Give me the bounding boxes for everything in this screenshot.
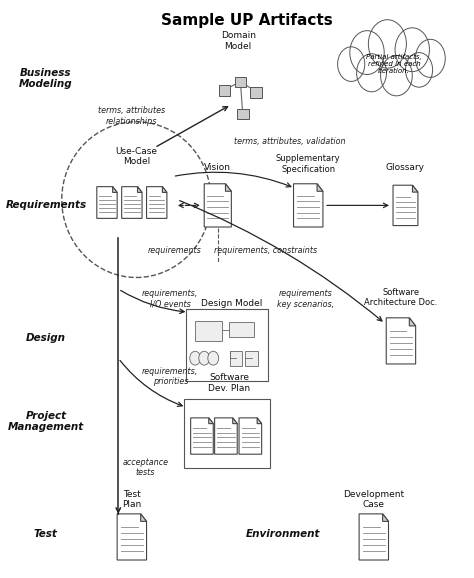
Polygon shape [113,187,117,192]
Circle shape [395,28,429,72]
Polygon shape [163,187,167,192]
FancyBboxPatch shape [184,399,270,468]
Circle shape [208,351,219,365]
Text: Partial artifacts,
refined in each
iteration.: Partial artifacts, refined in each itera… [366,54,422,74]
Text: Use-Case
Model: Use-Case Model [115,147,157,166]
Circle shape [356,54,386,92]
Polygon shape [410,318,416,326]
Polygon shape [317,184,323,191]
Text: Project
Management: Project Management [8,411,84,432]
Text: Software
Architecture Doc.: Software Architecture Doc. [364,288,438,307]
Text: Development
Case: Development Case [343,490,404,509]
Text: Vision: Vision [204,164,231,172]
Text: requirements, constraints: requirements, constraints [214,246,317,255]
Circle shape [337,47,365,81]
Polygon shape [386,318,416,364]
FancyBboxPatch shape [195,321,222,341]
Text: terms, attributes
relationships: terms, attributes relationships [98,106,165,126]
Polygon shape [146,187,167,218]
Polygon shape [393,185,418,225]
Polygon shape [215,418,237,454]
Circle shape [199,351,210,365]
Text: acceptance
tests: acceptance tests [122,458,168,477]
Text: Environment: Environment [246,529,320,539]
Polygon shape [191,418,213,454]
Text: requirements
key scenarios,: requirements key scenarios, [277,289,335,309]
Text: requirements,
priorities: requirements, priorities [142,367,199,386]
Polygon shape [141,514,146,521]
Polygon shape [122,187,142,218]
Text: Glossary: Glossary [386,164,425,172]
Polygon shape [293,184,323,227]
FancyBboxPatch shape [229,323,254,337]
Text: Requirements: Requirements [5,201,86,210]
Polygon shape [209,418,213,424]
Text: terms, attributes, validation: terms, attributes, validation [234,138,346,146]
FancyBboxPatch shape [235,77,246,87]
Circle shape [415,39,445,77]
Text: Domain
Model: Domain Model [220,31,255,51]
Polygon shape [359,514,389,560]
Circle shape [368,20,406,68]
Text: Business
Modeling: Business Modeling [19,68,73,90]
FancyBboxPatch shape [186,309,267,381]
Polygon shape [117,514,146,560]
Polygon shape [233,418,237,424]
Polygon shape [412,185,418,192]
Text: Design: Design [26,333,66,343]
FancyBboxPatch shape [246,351,258,366]
Text: requirements: requirements [148,246,202,255]
Circle shape [381,55,412,96]
FancyBboxPatch shape [219,86,230,96]
Text: requirements,
I/O events: requirements, I/O events [142,289,199,309]
Text: Sample UP Artifacts: Sample UP Artifacts [161,13,333,28]
Text: Design Model: Design Model [201,299,262,308]
Polygon shape [137,187,142,192]
Text: Software
Dev. Plan: Software Dev. Plan [208,373,250,392]
Circle shape [190,351,201,365]
Text: Supplementary
Specification: Supplementary Specification [276,154,340,173]
Polygon shape [383,514,389,521]
Polygon shape [97,187,117,218]
FancyBboxPatch shape [229,351,242,366]
Text: Test: Test [34,529,58,539]
Polygon shape [239,418,262,454]
Text: Test
Plan: Test Plan [122,490,141,509]
Polygon shape [204,184,231,227]
Polygon shape [257,418,262,424]
Polygon shape [226,184,231,191]
FancyBboxPatch shape [250,87,262,98]
Circle shape [350,31,384,75]
FancyBboxPatch shape [237,109,248,119]
Circle shape [405,53,433,87]
